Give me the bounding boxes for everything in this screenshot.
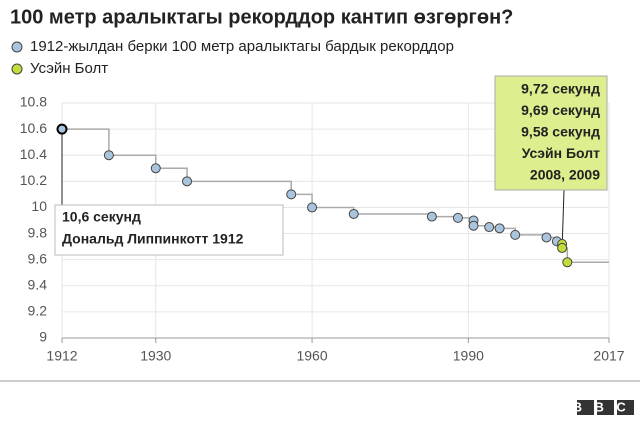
point <box>510 229 521 240</box>
point <box>468 220 479 231</box>
annotation-text: Усэйн Болт <box>522 145 600 161</box>
source: BBC <box>573 399 639 414</box>
y-tick-label: 9 <box>39 329 47 345</box>
y-tick-label: 9.8 <box>28 224 48 240</box>
y-tick-label: 9.6 <box>28 250 48 266</box>
legend-label: Усэйн Болт <box>30 60 108 77</box>
legend-marker <box>11 41 23 53</box>
y-tick-label: 10.6 <box>20 120 47 136</box>
annotation-text: Дональд Липпинкотт 1912 <box>62 231 244 247</box>
legend: 1912-жылдан берки 100 метр аралыктагы ба… <box>11 38 454 77</box>
x-tick-label: 1912 <box>46 348 77 364</box>
y-tick-label: 10.8 <box>20 94 47 110</box>
point <box>103 150 114 161</box>
point <box>494 223 505 234</box>
annotation-text: 9,72 секунд <box>521 81 600 97</box>
legend-label: 1912-жылдан берки 100 метр аралыктагы ба… <box>30 38 454 55</box>
y-tick-label: 10.2 <box>20 172 47 188</box>
point <box>452 212 463 223</box>
point <box>484 222 495 233</box>
point <box>541 232 552 243</box>
point <box>56 123 68 135</box>
y-tick-label: 9.2 <box>28 303 48 319</box>
x-tick-label: 1930 <box>140 348 171 364</box>
point <box>307 202 318 213</box>
annotation-text: 9,69 секунд <box>521 102 600 118</box>
x-tick-label: 1960 <box>296 348 327 364</box>
y-tick-label: 10.4 <box>20 146 47 162</box>
source-logo: BBC <box>573 399 639 415</box>
point <box>562 257 573 268</box>
annotation-text: 10,6 секунд <box>62 209 141 225</box>
annotation-text: 9,58 секунд <box>521 124 600 140</box>
chart-title: 100 метр аралыктагы рекорддор кантип өзг… <box>10 6 513 28</box>
x-tick-label: 1990 <box>453 348 484 364</box>
annotation-box <box>494 75 608 191</box>
y-tick-label: 9.4 <box>28 276 48 292</box>
x-tick-label: 2017 <box>593 348 624 364</box>
point <box>557 242 568 253</box>
annotation-box <box>54 204 284 256</box>
point <box>286 189 297 200</box>
point <box>348 208 359 219</box>
annotation-connector <box>561 189 565 248</box>
legend-marker <box>11 63 23 75</box>
annotation-text: 2008, 2009 <box>530 167 600 183</box>
y-tick-label: 10 <box>31 198 47 214</box>
point <box>426 211 437 222</box>
point <box>182 176 193 187</box>
point <box>150 163 161 174</box>
